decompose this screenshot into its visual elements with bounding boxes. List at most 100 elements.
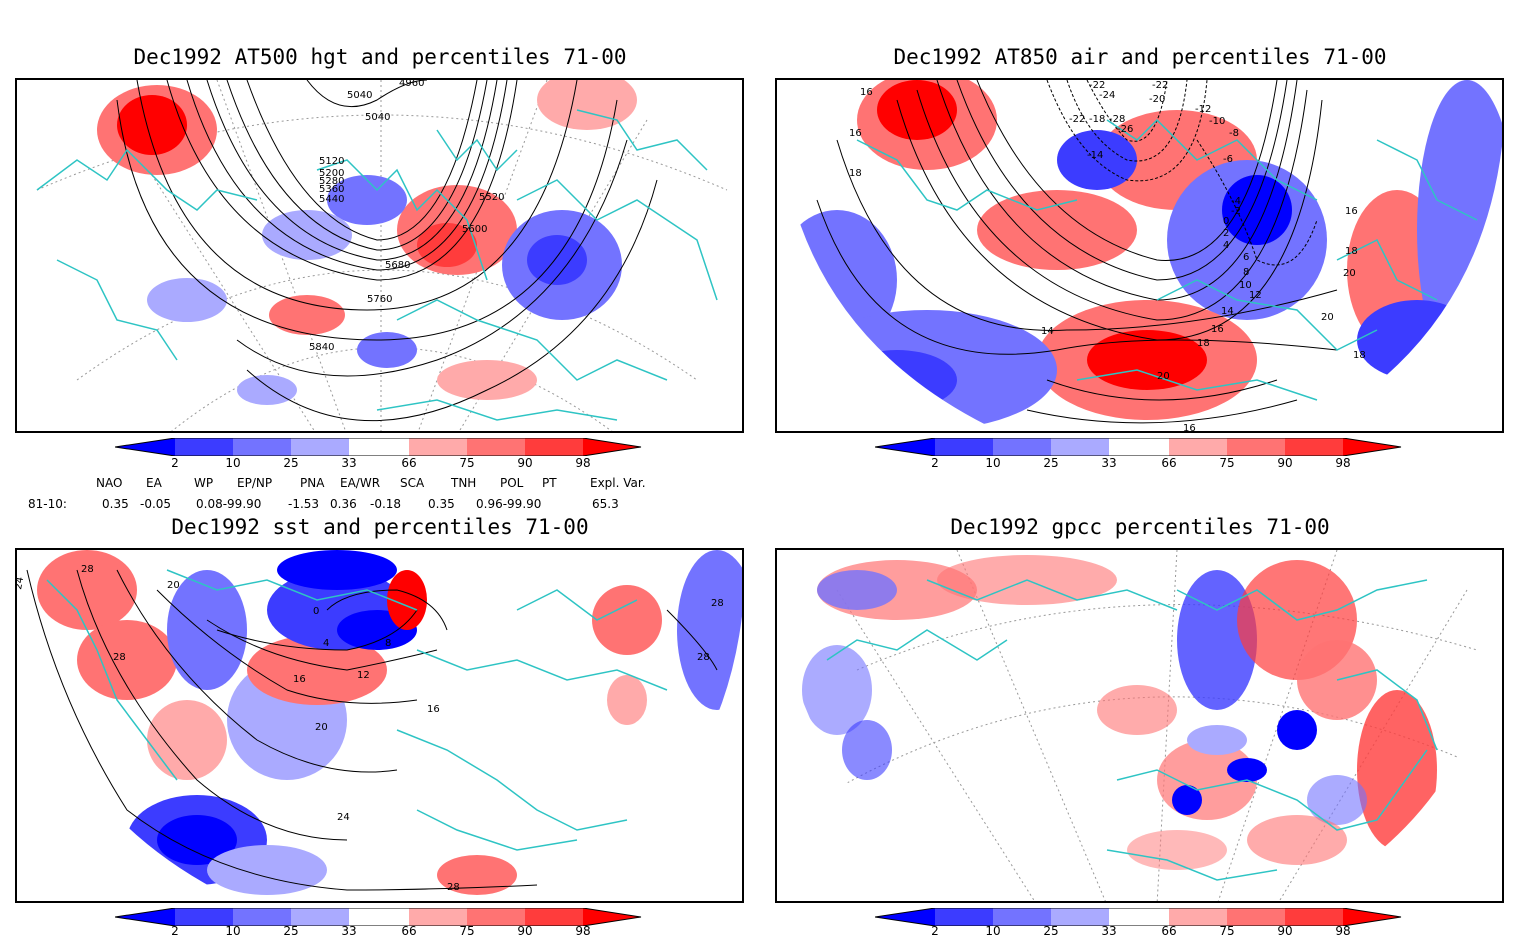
map-gpcc [777,550,1502,901]
contour-label: 5600 [462,224,487,235]
index-header: NAO [96,476,123,490]
colorbar-label: 25 [1043,924,1059,938]
panel-title-sst: Dec1992 sst and percentiles 71-00 [171,515,589,539]
index-header: Expl. Var. [590,476,646,490]
contour-label: 28 [697,652,710,663]
colorbar-label: 33 [1101,924,1117,938]
contour-label: 28 [81,564,94,575]
index-value: 0.35 [428,497,455,511]
colorbar-label: 90 [517,924,533,938]
index-value: 0.36 [330,497,357,511]
map-mask [777,80,999,431]
contour-label: 5360 [319,184,344,195]
index-row-label: 81-10: [28,497,67,511]
panel-title-air850: Dec1992 AT850 air and percentiles 71-00 [893,45,1387,69]
index-header: PT [542,476,557,490]
colorbar-label: 75 [1219,924,1235,938]
map-mask [777,550,999,901]
contour-label: 5120 [319,156,344,167]
colorbar-label: 10 [985,924,1001,938]
index-value-row: 81-10: 0.35 -0.05 0.08-99.90 -1.53 0.36 … [0,497,760,513]
contour-label: 24 [17,576,26,590]
contour-label: 2 [1223,228,1229,239]
anomaly-negative [527,235,587,285]
colorbar-label: 10 [225,456,241,470]
map-air850: 16 16 18 -22 -22 -24 -20 -22 -18 -28 -26… [777,80,1502,431]
anomaly-positive [117,95,187,155]
contour-label: 20 [1321,312,1334,323]
colorbar-swatches [114,437,642,457]
contour-label: -18 [1089,114,1105,125]
contour-label: 4 [1223,240,1229,251]
contour-label: -22 [1069,114,1085,125]
contour-label: 16 [860,87,873,98]
contour-label: 20 [1343,268,1356,279]
colorbar-label: 98 [1335,456,1351,470]
index-value: 0.08-99.90 [196,497,262,511]
negative-contours [1046,80,1318,266]
coastlines [46,569,668,851]
contour-label: 18 [849,168,862,179]
contour-label: 20 [315,722,328,733]
anomaly-positive [537,80,637,130]
contour-label: 5680 [385,260,410,271]
contour-label: -6 [1223,154,1233,165]
index-value: 0.35 [102,497,129,511]
contour-label: 6 [1243,252,1249,263]
coastlines [856,118,1478,401]
colorbar-label: 98 [1335,924,1351,938]
height-contours [116,80,658,422]
contour-label: -20 [1149,94,1165,105]
contour-label: -4 [1231,196,1241,207]
anomaly-positive [387,570,427,630]
colorbar-label: 25 [283,924,299,938]
precip-anomalies [802,555,1437,870]
colorbar-label: 2 [171,924,179,938]
anomaly-negative [207,845,327,895]
contour-label: -28 [1109,114,1125,125]
colorbar-label: 90 [1277,924,1293,938]
colorbar-swatches [874,437,1402,457]
contour-label: 5440 [319,194,344,205]
index-value: -0.05 [140,497,172,511]
contour-label: -22 [1089,80,1105,91]
anomaly-negative [357,332,417,368]
contour-label: -14 [1087,150,1103,161]
map-panel-sst: 24 28 20 28 0 4 8 12 16 20 16 24 28 28 2… [15,548,744,903]
colorbar-label: 10 [225,924,241,938]
contour-label: 24 [337,812,350,823]
colorbar-top-right: 2 10 25 33 66 75 90 98 [874,437,1405,472]
contour-label: 14 [1041,326,1054,337]
contour-label: 5280 [319,176,344,187]
anomaly-positive [437,855,517,895]
contour-label: -10 [1209,116,1225,127]
contour-label: 5040 [365,112,390,123]
anomaly-negative [157,815,237,865]
index-header: EP/NP [237,476,273,490]
contour-label: 5840 [309,342,334,353]
contour-label: 4 [323,638,329,649]
index-header-row: NAO EA WP EP/NP PNA EA/WR SCA TNH POL PT… [0,476,760,492]
contour-label: 5040 [347,90,372,101]
contour-label: 20 [1157,371,1170,382]
colorbar-bottom-right: 2 10 25 33 66 75 90 98 [874,907,1405,942]
contour-label: -24 [1099,90,1115,101]
index-header: EA [146,476,162,490]
contour-label: 28 [711,598,724,609]
contour-label: -8 [1229,128,1239,139]
colorbar-label: 2 [171,456,179,470]
contour-label: -12 [1195,104,1211,115]
anomaly-positive [147,700,227,780]
contour-label: -26 [1117,124,1133,135]
contour-label: 16 [1211,324,1224,335]
contour-label: 5520 [479,192,504,203]
map-mask [17,550,239,901]
contour-labels: 24 28 20 28 0 4 8 12 16 20 16 24 28 28 2… [17,564,724,893]
map-sst: 24 28 20 28 0 4 8 12 16 20 16 24 28 28 2… [17,550,742,901]
index-header: WP [194,476,214,490]
colorbar-label: 33 [341,456,357,470]
anomaly-negative [147,278,227,322]
map-mask [1304,616,1502,901]
index-header: SCA [400,476,425,490]
contour-label: 16 [293,674,306,685]
